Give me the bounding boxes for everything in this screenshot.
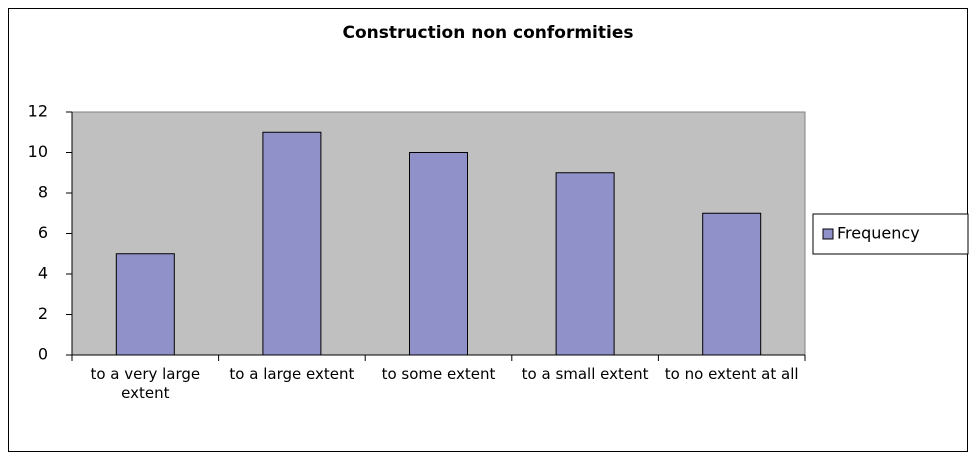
bar [409,152,468,356]
y-tick-label: 4 [38,264,48,283]
y-tick-label: 12 [28,102,48,121]
x-tick-label: to a very large extent [90,365,201,402]
y-tick-label: 10 [28,142,48,161]
x-tick-label: to no extent at all [664,365,799,383]
chart-title: Construction non conformities [343,23,634,43]
x-tick-label: to some extent [381,365,496,383]
y-tick-label: 2 [38,304,48,323]
legend-label: Frequency [837,224,920,243]
x-tick-label-box: to a small extent [521,365,649,383]
bar [702,212,762,356]
legend-swatch [822,228,834,240]
bar [115,253,175,356]
bar [262,131,322,356]
x-tick-label: to a small extent [521,365,649,383]
bar [555,172,615,356]
y-tick-label: 0 [38,345,48,364]
y-tick-label: 8 [38,183,48,202]
x-tick-label: to a large extent [229,365,355,383]
x-tick-label-box: to no extent at all [664,365,799,383]
x-tick-label-box: to a large extent [229,365,355,383]
x-tick-label-box: to a very large extent [90,365,201,402]
x-tick-label-box: to some extent [381,365,496,383]
y-tick-label: 6 [38,223,48,242]
legend-box [812,213,969,255]
